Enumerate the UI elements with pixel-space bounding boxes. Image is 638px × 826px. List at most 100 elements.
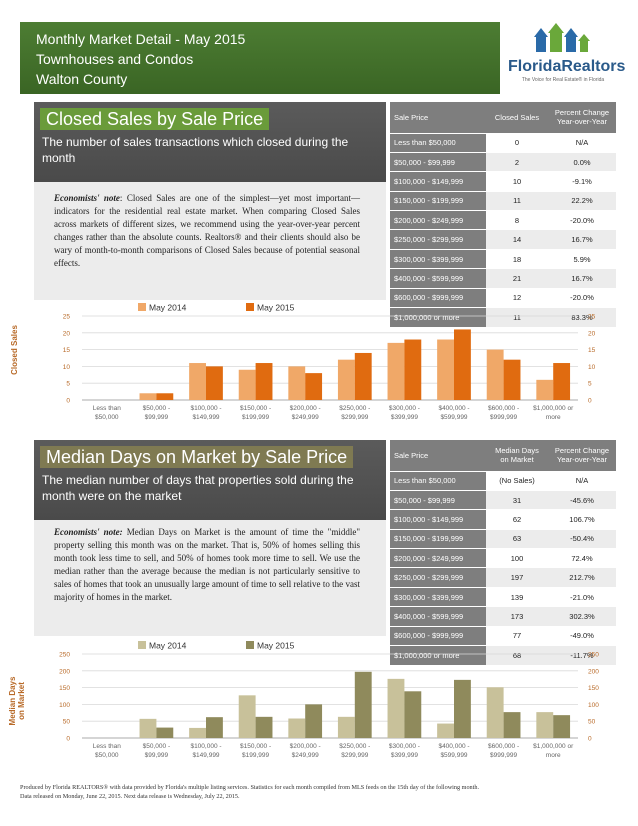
x-tick-label: $200,000 - <box>290 743 321 750</box>
price-range-cell: Less than $50,000 <box>390 132 486 153</box>
bar-may-2015 <box>255 363 273 400</box>
price-range-cell: $200,000 - $249,999 <box>390 548 486 568</box>
table-row: $50,000 - $99,999 2 0.0% <box>390 151 616 172</box>
value-cell: 11 <box>486 307 548 327</box>
x-tick-label: $149,999 <box>192 752 219 759</box>
y-tick-label-right: 25 <box>588 314 596 321</box>
x-tick-label: $100,000 - <box>190 405 221 412</box>
price-range-cell: $250,000 - $299,999 <box>390 567 486 588</box>
closed-sales-subtitle: The number of sales transactions which c… <box>42 135 349 165</box>
y-tick-label-left: 100 <box>59 702 70 709</box>
bar-may-2014 <box>437 723 454 738</box>
price-range-cell: $400,000 - $599,999 <box>390 606 486 627</box>
bar-may-2014 <box>387 678 405 738</box>
price-range-cell: $400,000 - $599,999 <box>390 268 486 289</box>
y-tick-label-right: 5 <box>588 381 592 388</box>
x-tick-label: $249,999 <box>292 414 319 421</box>
bar-may-2015 <box>354 671 372 738</box>
y-tick-label-left: 0 <box>66 398 70 405</box>
table-row: $300,000 - $399,999 139 -21.0% <box>390 586 616 607</box>
legend-swatch <box>246 303 254 311</box>
price-range-cell: $100,000 - $149,999 <box>390 509 486 530</box>
price-range-cell: $50,000 - $99,999 <box>390 489 486 510</box>
bar-may-2014 <box>288 366 306 400</box>
x-tick-label: $249,999 <box>292 752 319 759</box>
header-band <box>20 22 500 94</box>
legend-label: May 2015 <box>257 641 295 651</box>
median-days-title: Median Days on Market by Sale Price <box>40 446 354 468</box>
bar-may-2014 <box>387 342 405 400</box>
y-tick-label-left: 200 <box>59 668 70 675</box>
footer-source: Produced by Florida REALTORS® with data … <box>20 784 479 791</box>
price-range-cell: $50,000 - $99,999 <box>390 151 486 172</box>
value-cell: 10 <box>486 171 548 192</box>
x-tick-label: $299,999 <box>341 752 368 759</box>
table-row: $150,000 - $199,999 11 22.2% <box>390 190 616 211</box>
bar-may-2014 <box>238 695 256 738</box>
y-tick-label-right: 200 <box>588 668 599 675</box>
y-tick-label-left: 15 <box>63 347 71 354</box>
report-header: Monthly Market Detail - May 2015 Townhou… <box>0 0 638 100</box>
bar-may-2014 <box>337 716 355 738</box>
value-cell: 14 <box>486 229 548 250</box>
table-row: $600,000 - $999,999 77 -49.0% <box>390 625 616 646</box>
table-row: $400,000 - $599,999 173 302.3% <box>390 606 616 627</box>
table-row: Less than $50,000 0 N/A <box>390 132 616 153</box>
percent-change-cell: 16.7% <box>548 229 616 250</box>
legend-swatch <box>138 641 146 649</box>
table-row: $600,000 - $999,999 12 -20.0% <box>390 287 616 308</box>
report-property-type: Townhouses and Condos <box>36 51 194 67</box>
bar-may-2015 <box>454 329 471 400</box>
percent-change-cell: 212.7% <box>548 567 616 588</box>
table-row: $200,000 - $249,999 8 -20.0% <box>390 210 616 230</box>
y-tick-label-right: 15 <box>588 347 596 354</box>
florida-realtors-logo: FloridaRealtors The Voice for Real Estat… <box>508 22 626 88</box>
x-tick-label: $999,999 <box>490 414 517 421</box>
y-tick-label-left: 20 <box>63 330 71 337</box>
x-tick-label: $1,000,000 or <box>533 405 574 412</box>
table-row: $100,000 - $149,999 10 -9.1% <box>390 171 616 192</box>
bar-may-2015 <box>156 727 174 738</box>
legend-label: May 2014 <box>149 303 187 313</box>
median-days-chart: May 2014 May 2015 0 0 50 50 100 100 150 150 200 200… <box>59 641 599 760</box>
percent-change-cell: 83.3% <box>548 307 616 327</box>
x-tick-label: $399,999 <box>391 414 418 421</box>
x-tick-label: $599,999 <box>440 752 467 759</box>
price-range-cell: $1,000,000 or more <box>390 307 486 327</box>
value-cell: 197 <box>486 567 548 588</box>
x-tick-label: more <box>546 752 561 759</box>
table-header-median-days: Median Days on Market <box>486 440 548 471</box>
x-tick-label: $100,000 - <box>190 743 221 750</box>
x-tick-label: $150,000 - <box>240 743 271 750</box>
x-tick-label: $199,999 <box>242 414 269 421</box>
value-cell: 2 <box>486 151 548 172</box>
table-row: $400,000 - $599,999 21 16.7% <box>390 268 616 289</box>
table-row: Less than $50,000 (No Sales) N/A <box>390 470 616 491</box>
table-row: $300,000 - $399,999 18 5.9% <box>390 248 616 269</box>
value-cell: 100 <box>486 548 548 568</box>
report-title: Monthly Market Detail - May 2015 <box>36 31 246 47</box>
notes-label: Economists' note <box>54 193 120 203</box>
median-days-subtitle: The median number of days that propertie… <box>42 473 354 503</box>
footer: Produced by Florida REALTORS® with data … <box>20 783 620 801</box>
table-row: $1,000,000 or more 68 -11.7% <box>390 645 616 665</box>
closed-sales-title: Closed Sales by Sale Price <box>40 108 270 130</box>
value-cell: 18 <box>486 248 548 269</box>
value-cell: 12 <box>486 287 548 308</box>
value-cell: 77 <box>486 625 548 646</box>
notes-text: Median Days on Market is the amount of t… <box>54 527 360 602</box>
closed-sales-table: Sale Price Closed Sales Percent Change Y… <box>390 102 616 327</box>
percent-change-cell: 0.0% <box>548 151 616 172</box>
price-range-cell: $1,000,000 or more <box>390 645 486 665</box>
x-tick-label: $1,000,000 or <box>533 743 574 750</box>
x-tick-label: $599,999 <box>440 414 467 421</box>
closed-sales-chart: May 2014 May 2015 0 0 5 5 10 10 15 15 20 20 25 25 Less… <box>63 303 596 422</box>
y-tick-label-right: 0 <box>588 736 592 743</box>
price-range-cell: $150,000 - $199,999 <box>390 190 486 211</box>
bar-may-2014 <box>486 687 504 738</box>
y-tick-label-right: 250 <box>588 652 599 659</box>
notes-text: : Closed Sales are one of the simplest—y… <box>54 193 361 268</box>
x-tick-label: $600,000 - <box>488 743 519 750</box>
bar-may-2014 <box>139 393 157 400</box>
logo-text: FloridaRealtors <box>508 58 626 75</box>
